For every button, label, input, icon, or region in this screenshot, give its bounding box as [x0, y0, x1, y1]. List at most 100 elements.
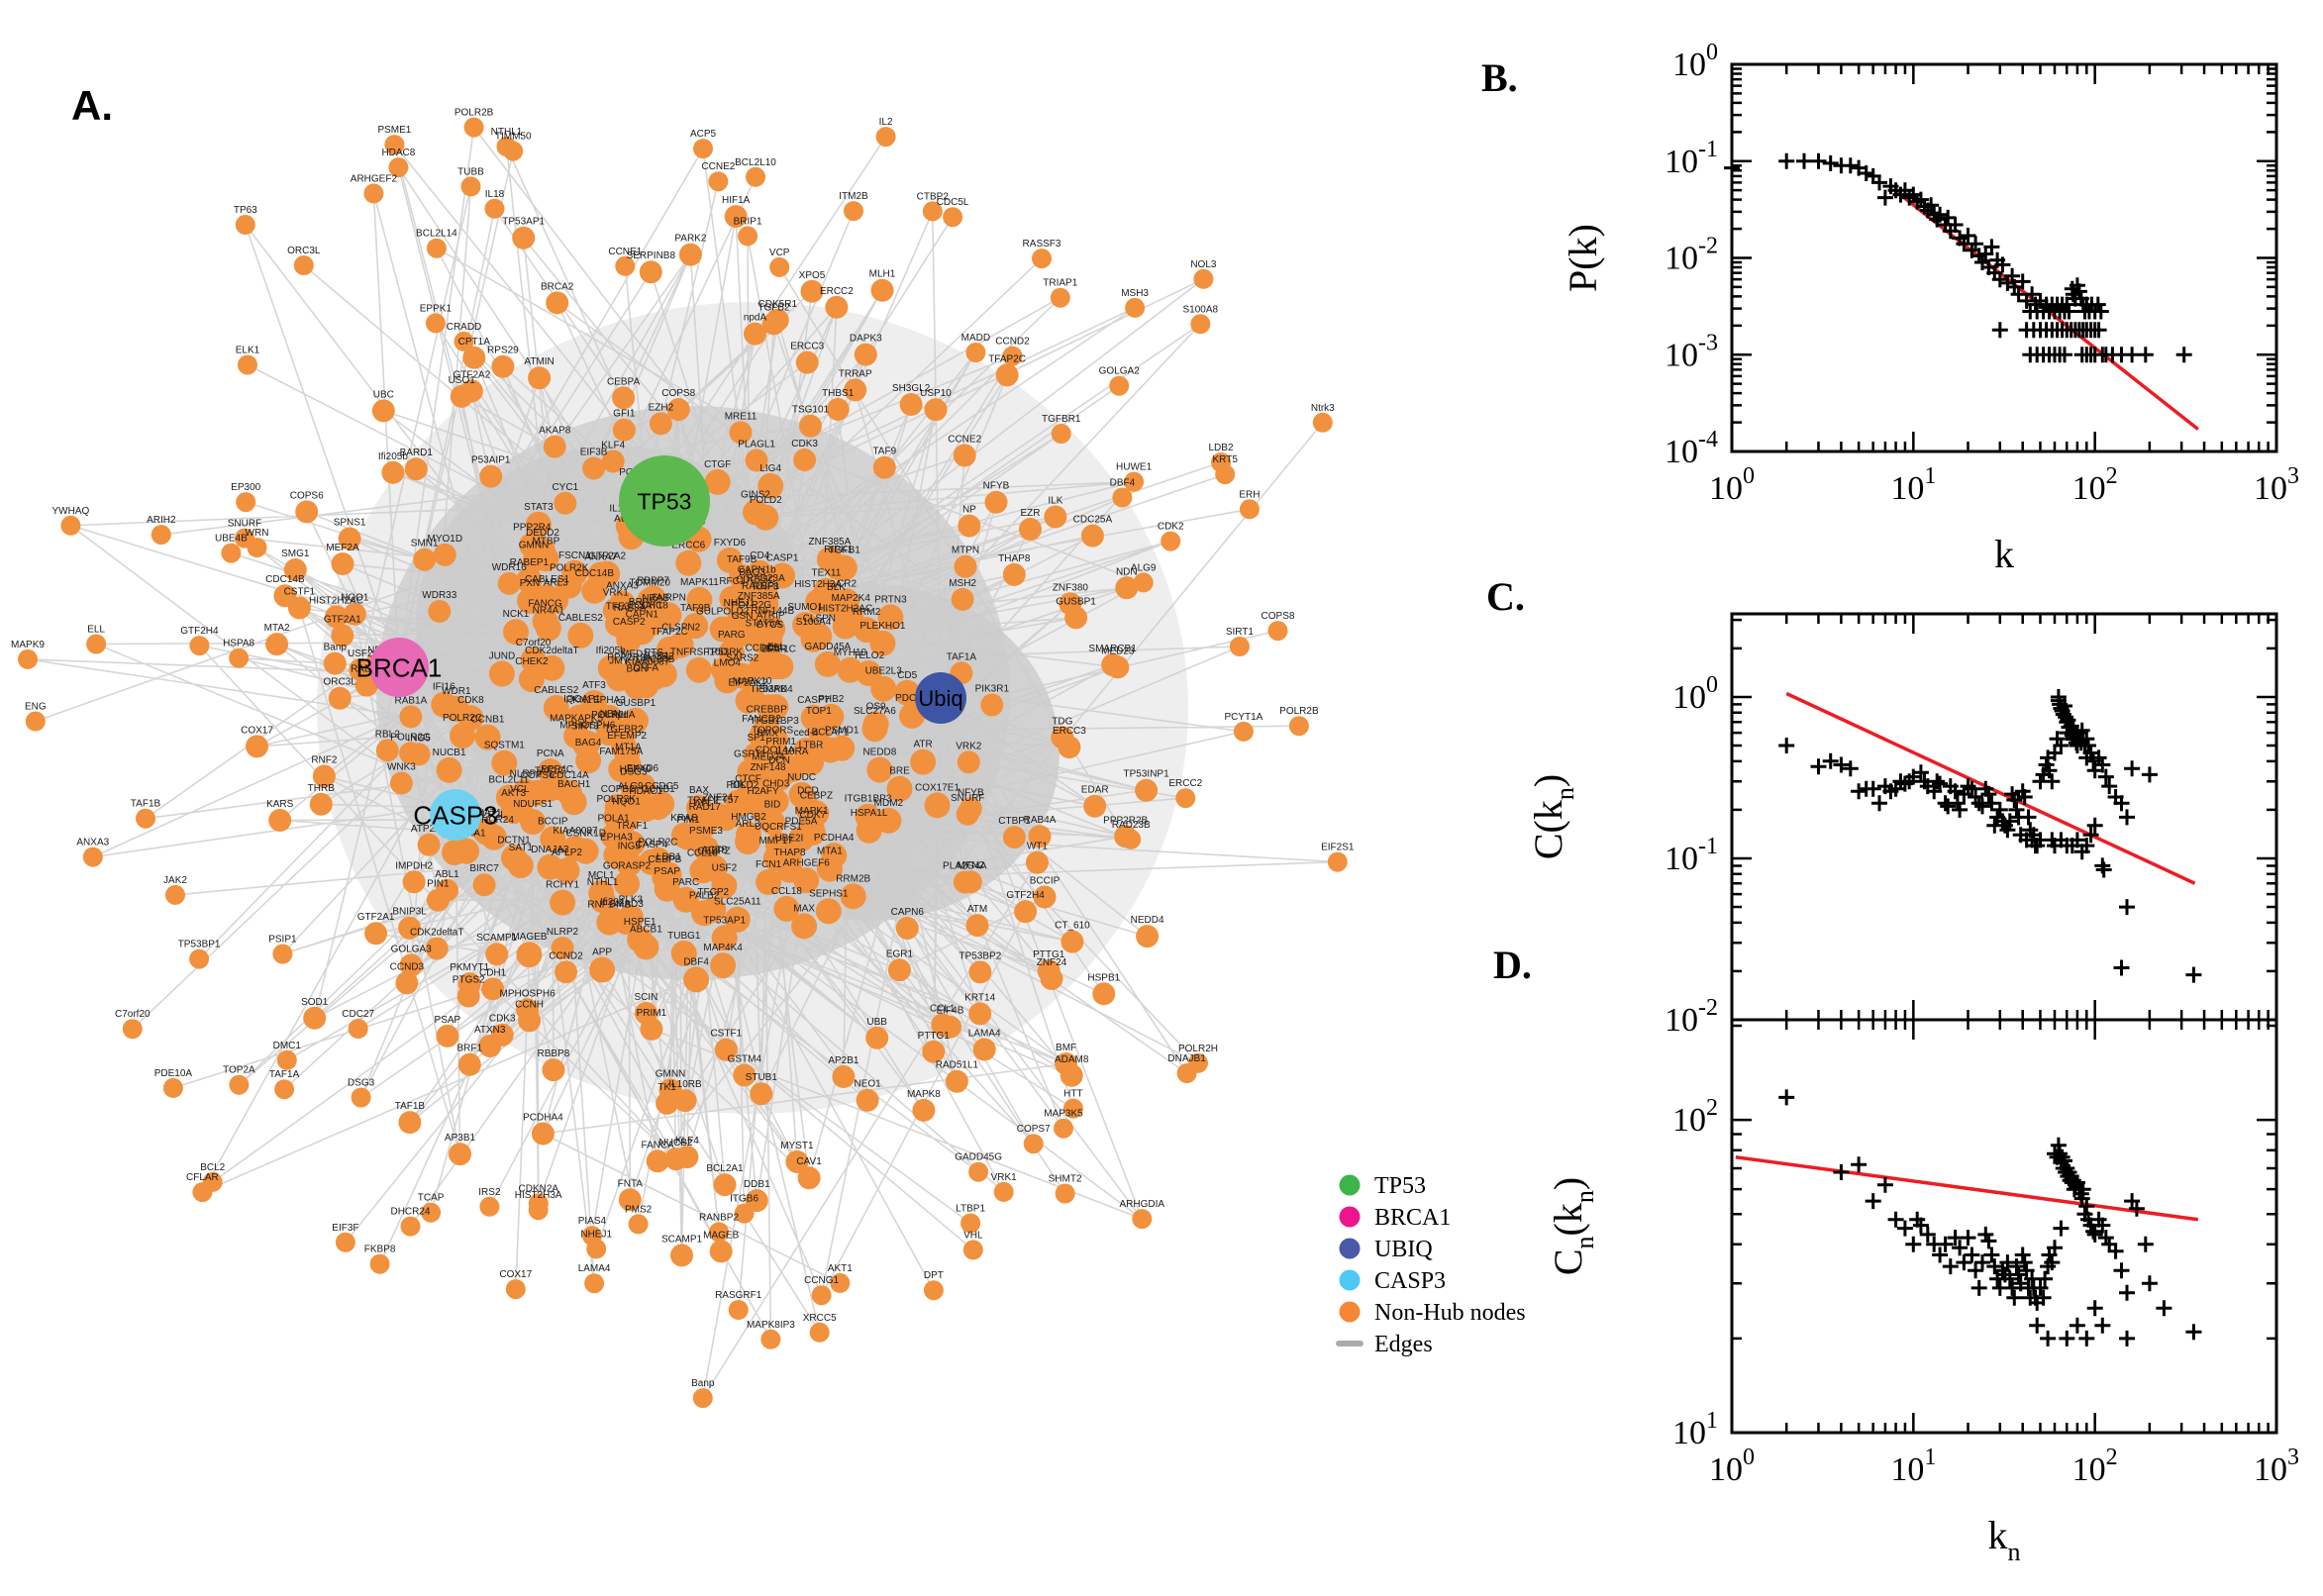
network-node-label: TAF1B [395, 1101, 426, 1112]
network-node [1132, 1209, 1153, 1230]
network-node [753, 504, 779, 531]
legend: TP53 BRCA1 UBIQ CASP3 Non-Hub nodes Edges [1336, 1173, 1526, 1357]
network-node-label: BLK [827, 582, 846, 593]
network-node [825, 295, 849, 319]
network-node-label: GULPOLD2 [696, 607, 750, 618]
network-node-label: SOD1 [301, 997, 329, 1008]
network-node [719, 585, 746, 612]
network-node-label: RASGRF1 [715, 1290, 762, 1301]
network-node [649, 412, 672, 436]
network-node-label: SH3GL2 [892, 383, 931, 394]
network-node [335, 1232, 355, 1252]
network-node-label: ITGB1BP3 [752, 716, 799, 727]
network-node-label: S100A4 [796, 617, 832, 628]
network-node-label: BIK [730, 780, 746, 791]
network-node-label: EZH2 [649, 402, 674, 413]
network-node-label: CSTF1 [710, 1029, 742, 1040]
network-node-label: EPPK1 [420, 303, 453, 314]
network-node-label: PCDHA4 [523, 1113, 563, 1124]
network-node [1058, 736, 1081, 759]
legend-item-label: Non-Hub nodes [1374, 1300, 1526, 1326]
network-node-label: NHEJ1 [724, 598, 756, 609]
network-node-label: POLR2K [596, 794, 636, 805]
network-node-label: RAD23A [747, 573, 785, 584]
network-node-label: THAP8 [998, 553, 1031, 564]
network-node-label: MPHOSPH6 [500, 988, 556, 999]
network-node-label: GOLGA3 [391, 944, 433, 954]
network-node [744, 322, 766, 346]
network-node [472, 873, 496, 897]
network-node-label: KRT5 [1213, 454, 1239, 465]
network-node [512, 226, 536, 249]
x-tick-label: 101 [1890, 1445, 1936, 1488]
network-node [922, 1040, 946, 1063]
axis-ticks [1730, 614, 2278, 1022]
network-node-label: RPS29 [487, 346, 519, 356]
network-node-label: MAPKAPK5 [550, 713, 603, 724]
network-node-label: POLR2L [468, 810, 507, 821]
network-node [400, 1216, 421, 1237]
network-node-label: RABEP1 [510, 557, 550, 568]
network-node-label: NQO1 [341, 593, 369, 604]
network-node-label: MED1 [621, 648, 649, 659]
network-node-label: COPS8 [661, 388, 695, 399]
network-node-label: DCTN1 [497, 835, 531, 846]
network-node-label: RRM2 [853, 607, 881, 618]
network-node [399, 705, 423, 729]
network-node-label: TP53AP1 [703, 915, 746, 926]
network-node [454, 331, 474, 351]
network-node-label: KIAA0087 [553, 826, 597, 837]
network-node [709, 616, 736, 643]
legend-marker-brca1-icon [1339, 1206, 1361, 1228]
network-node-label: MADD [961, 333, 990, 344]
network-node-label: NQO1 [612, 797, 641, 808]
network-node [293, 255, 314, 275]
network-node [912, 1098, 936, 1122]
network-node-label: PTGS2 [453, 975, 485, 986]
network-node-label: FANCD2 [742, 714, 781, 725]
chart-panel-c: 100 10-1 10-2 C(kn) [1526, 612, 2278, 1039]
network-node [710, 952, 737, 979]
network-node-label: NLRP2 [547, 927, 579, 938]
network-node [597, 654, 624, 681]
network-node-label: npdA [744, 313, 767, 324]
network-node [1109, 375, 1130, 396]
network-node [708, 171, 729, 192]
network-node-label: ATXN3 [474, 1025, 506, 1036]
network-node-label: TGFB1 [829, 546, 861, 556]
network-node-label: MAX [793, 903, 815, 914]
network-node [229, 1074, 250, 1095]
network-node [965, 914, 989, 938]
network-node [729, 421, 753, 445]
network-node-label: STUB1 [746, 1072, 778, 1083]
network-node-label: ZNF24 [703, 793, 734, 804]
network-node-label: RAD51L1 [936, 1060, 979, 1071]
network-node-label: ACTB [701, 846, 728, 856]
network-node-label: CDC14B [265, 574, 305, 585]
network-node [532, 608, 558, 635]
network-node-label: NR4A1 [533, 606, 565, 617]
network-node [1136, 925, 1160, 948]
network-node-label: MDM2 [874, 798, 904, 809]
network-node [550, 889, 576, 916]
network-node-label: MAP4K4 [703, 943, 743, 953]
network-node-label: GMNN [656, 1068, 686, 1079]
network-node-label: PALB2 [689, 890, 720, 901]
network-node-label: Banp [324, 643, 348, 653]
network-node-label: FXYD6 [714, 538, 747, 549]
network-node-label: RNF8 [753, 582, 779, 593]
network-node [924, 792, 951, 819]
network-node-label: CDK2 [1158, 522, 1184, 533]
network-node-label: WRN [246, 528, 269, 539]
network-node-label: ILK [1048, 496, 1062, 507]
network-node [795, 350, 819, 374]
network-node-labels: TP53RK KIAA0087 THAP8 CDC14B MAGEB DHCR24 CDC1… [11, 108, 1355, 1389]
network-node [331, 624, 354, 648]
legend-marker-ubiq-icon [1339, 1238, 1361, 1259]
network-node-label: UBE2L3 [865, 666, 903, 677]
network-node-label: LDB2 [1208, 443, 1233, 453]
network-node-label: npdA [612, 710, 636, 721]
network-node [799, 414, 822, 438]
network-node-label: UBE4B [215, 534, 248, 545]
